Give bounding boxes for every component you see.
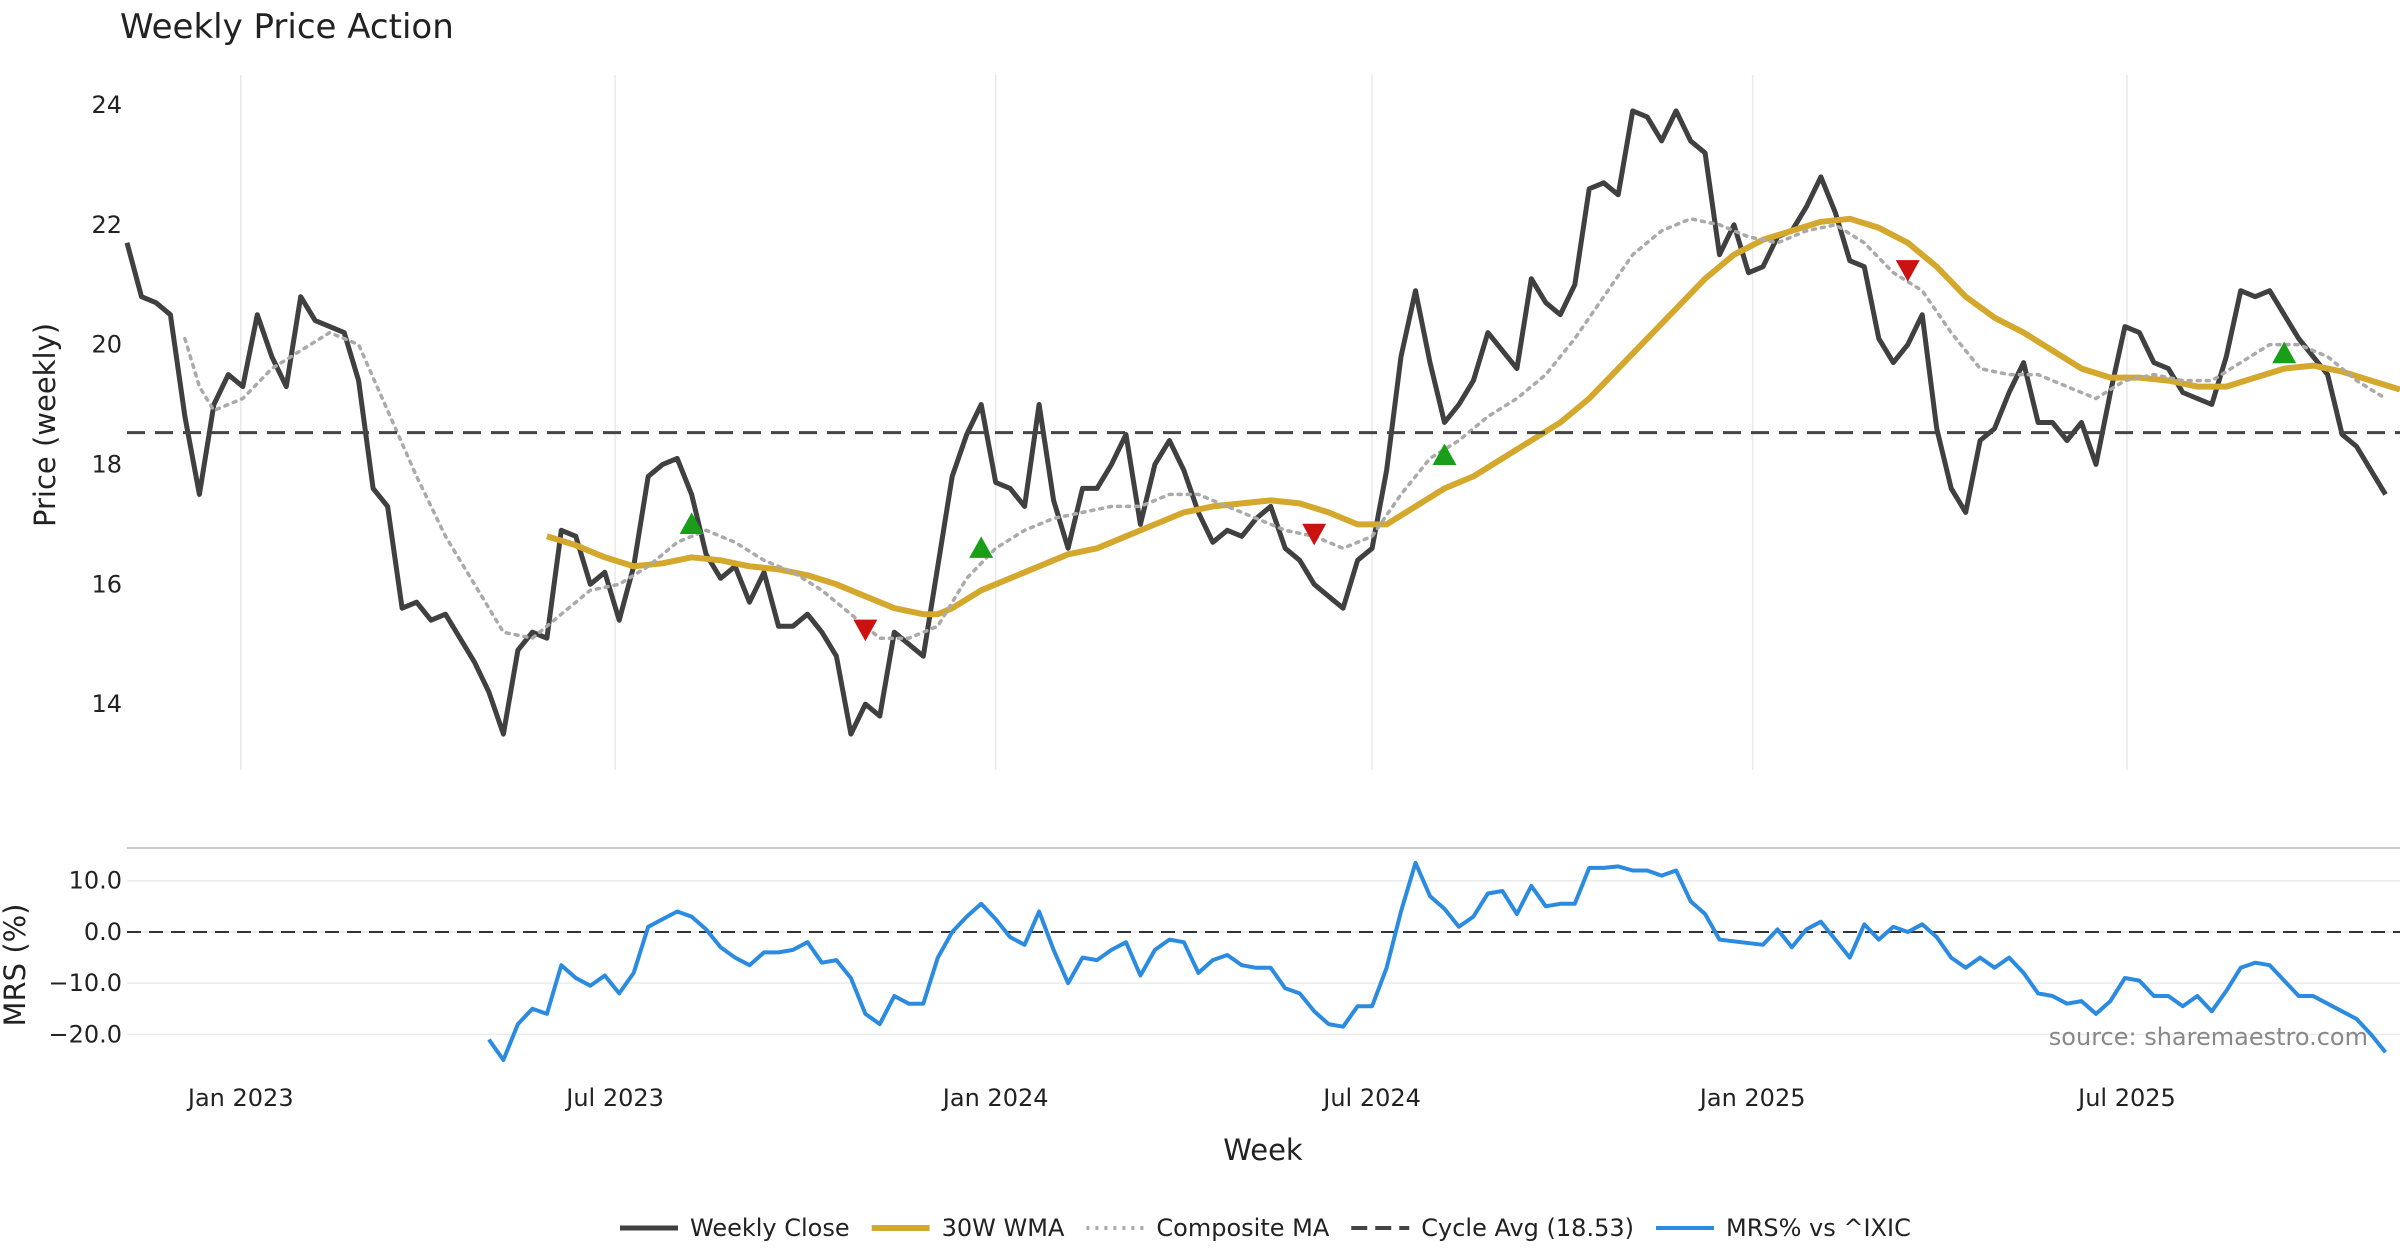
price-y-tick-label: 14 bbox=[91, 690, 122, 718]
legend-label: MRS% vs ^IXIC bbox=[1726, 1214, 1911, 1242]
buy-signal-marker bbox=[1432, 443, 1457, 466]
buy-signal-marker bbox=[2272, 341, 2297, 364]
mrs-y-tick-label: 10.0 bbox=[69, 867, 122, 895]
series-composite-ma bbox=[183, 217, 2388, 640]
price-y-tick-label: 22 bbox=[91, 211, 122, 239]
mrs-y-axis-label: MRS (%) bbox=[0, 904, 32, 1027]
price-y-tick-label: 18 bbox=[91, 450, 122, 478]
legend: Weekly Close 30W WMA Composite MA Cycle Avg… bbox=[620, 1214, 1911, 1242]
source-note: source: sharemaestro.com bbox=[2049, 1023, 2368, 1051]
x-tick-label: Jul 2024 bbox=[1321, 1084, 1421, 1112]
price-grid bbox=[240, 75, 2128, 770]
buy-signal-marker bbox=[679, 512, 704, 534]
price-y-tick-label: 24 bbox=[91, 91, 122, 119]
price-y-tick-label: 16 bbox=[91, 570, 122, 598]
price-y-axis-label: Price (weekly) bbox=[28, 323, 62, 527]
x-tick-label: Jan 2023 bbox=[186, 1084, 294, 1112]
price-y-tick-label: 20 bbox=[91, 331, 122, 359]
series-layer bbox=[124, 108, 2400, 1062]
x-ticks: Jan 2023 Jul 2023 Jan 2024 Jul 2024 Jan 2025… bbox=[186, 1084, 2176, 1112]
signal-markers bbox=[679, 260, 2297, 642]
mrs-y-ticks: 10.0 0.0 −10.0 −20.0 bbox=[48, 867, 122, 1049]
series-mrs-vs-ixic bbox=[487, 860, 2388, 1062]
sell-signal-marker bbox=[1302, 523, 1327, 546]
x-tick-label: Jan 2024 bbox=[941, 1084, 1049, 1112]
series-weekly-close bbox=[124, 108, 2388, 737]
mrs-y-tick-label: −10.0 bbox=[48, 969, 122, 997]
buy-signal-marker bbox=[969, 536, 994, 558]
series-30w-wma bbox=[546, 215, 2400, 618]
legend-label: Cycle Avg (18.53) bbox=[1421, 1214, 1634, 1242]
legend-label: Weekly Close bbox=[690, 1214, 850, 1242]
legend-label: 30W WMA bbox=[942, 1214, 1065, 1242]
sell-signal-marker bbox=[1895, 260, 1920, 282]
x-tick-label: Jan 2025 bbox=[1698, 1084, 1806, 1112]
legend-label: Composite MA bbox=[1156, 1214, 1329, 1242]
x-tick-label: Jul 2023 bbox=[564, 1084, 664, 1112]
chart-title: Weekly Price Action bbox=[120, 7, 454, 47]
sell-signal-marker bbox=[853, 619, 878, 642]
x-tick-label: Jul 2025 bbox=[2076, 1084, 2176, 1112]
mrs-y-tick-label: 0.0 bbox=[84, 918, 122, 946]
mrs-y-tick-label: −20.0 bbox=[48, 1020, 122, 1048]
mrs-grid bbox=[127, 847, 2400, 1036]
x-axis-label: Week bbox=[1223, 1133, 1303, 1167]
price-y-ticks: 14 16 18 20 22 24 bbox=[91, 91, 122, 718]
